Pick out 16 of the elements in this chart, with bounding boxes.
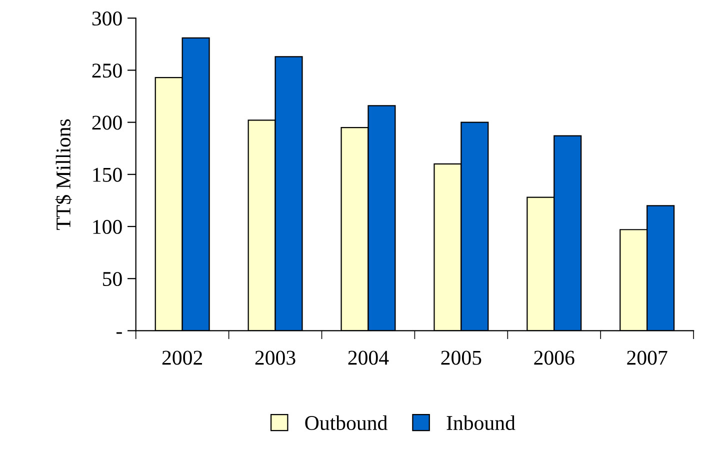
y-tick-label: 300 (92, 11, 122, 26)
y-tick-label: 100 (93, 220, 122, 234)
legend-label: Inbound (446, 415, 516, 430)
x-tick-label: 2005 (441, 350, 482, 365)
x-tick-label: 2006 (534, 350, 574, 365)
x-tick-label: 2007 (627, 350, 668, 365)
x-tick-label: 2002 (162, 350, 202, 365)
x-tick-label: 2003 (255, 350, 296, 365)
x-tick-label: 2004 (348, 350, 389, 365)
y-tick-label: 150 (93, 168, 122, 182)
y-axis-title: TT$ Millions (55, 119, 72, 230)
y-tick-label: 250 (92, 64, 122, 78)
y-tick-label: 50 (103, 272, 122, 286)
legend-label: Outbound (305, 415, 388, 430)
y-tick-label: 200 (92, 116, 122, 130)
y-tick-label: - (116, 332, 122, 334)
